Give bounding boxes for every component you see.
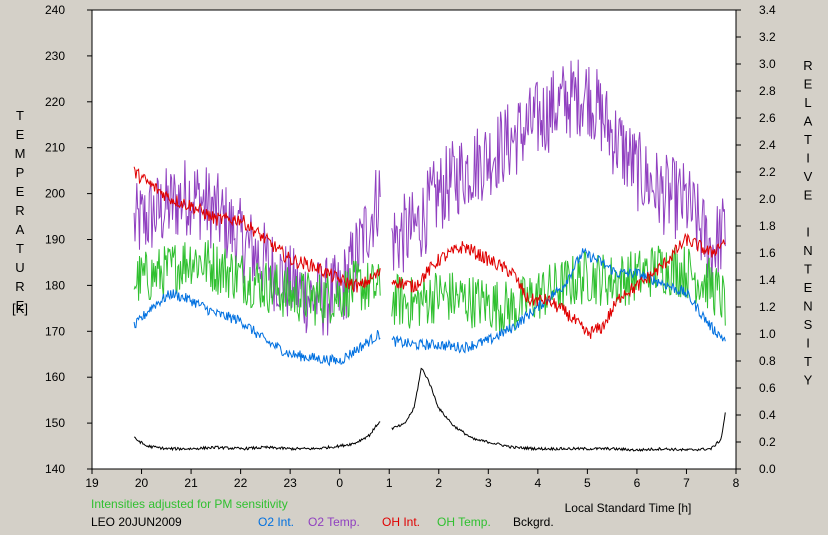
x-tick-label: 21 xyxy=(184,476,198,490)
x-tick-label: 7 xyxy=(683,476,690,490)
axis-title-letter: S xyxy=(804,317,813,332)
axis-title-letter: T xyxy=(804,132,812,147)
series-o2-int-line xyxy=(133,289,381,367)
plot-frame xyxy=(91,9,737,470)
x-tick-label: 0 xyxy=(336,476,343,490)
axis-title-letter: E xyxy=(804,188,813,203)
axis-title-letter: R xyxy=(15,279,24,294)
station-label: LEO 20JUN2009 xyxy=(91,515,182,529)
axis-title-letter: R xyxy=(803,58,812,73)
axis-title-letter: E xyxy=(804,77,813,92)
axis-title-letter: I xyxy=(806,151,810,166)
y-left-tick-label: 150 xyxy=(45,416,65,430)
y-right-tick-label: 2.8 xyxy=(759,84,776,98)
axis-title-letter: E xyxy=(16,184,25,199)
legend-item-oh-int: OH Int. xyxy=(382,515,420,529)
y-left-tick-label: 180 xyxy=(45,278,65,292)
x-tick-label: 3 xyxy=(485,476,492,490)
axis-title-letter: T xyxy=(804,262,812,277)
x-tick-label: 20 xyxy=(135,476,149,490)
y-left-tick-label: 240 xyxy=(45,3,65,17)
series-oh-int-line xyxy=(391,232,726,339)
axis-title-letter: V xyxy=(804,169,813,184)
y-left-tick-label: 210 xyxy=(45,141,65,155)
y-right-tick-label: 0.4 xyxy=(759,408,776,422)
x-tick-label: 19 xyxy=(85,476,99,490)
legend-item-bckgrd: Bckgrd. xyxy=(513,515,554,529)
y-right-tick-label: 3.0 xyxy=(759,57,776,71)
axis-title-letter: I xyxy=(806,336,810,351)
axis-title-letter: Y xyxy=(804,373,813,388)
axes: 19 20 21 22 23 0 1 2 3 4 5 6 7 8140150160170180190200… xyxy=(45,3,776,490)
axis-title-letter: L xyxy=(804,95,811,110)
axis-title-letter: N xyxy=(803,243,812,258)
y-right-tick-label: 2.4 xyxy=(759,138,776,152)
pm-note: Intensities adjusted for PM sensitivity xyxy=(91,497,288,511)
x-tick-label: 8 xyxy=(733,476,740,490)
x-tick-label: 22 xyxy=(234,476,248,490)
axis-title-letter: I xyxy=(806,225,810,240)
y-right-tick-label: 1.2 xyxy=(759,300,776,314)
series-oh-temp-line xyxy=(391,245,726,334)
axis-title-letter: T xyxy=(804,354,812,369)
x-tick-label: 5 xyxy=(584,476,591,490)
axis-title-letter: T xyxy=(16,108,24,123)
axis-title-letter: U xyxy=(15,260,24,275)
legend-item-o2-int: O2 Int. xyxy=(258,515,294,529)
axis-title-letter: M xyxy=(15,146,26,161)
axis-title-letter: E xyxy=(16,127,25,142)
y-right-tick-label: 3.2 xyxy=(759,30,776,44)
y-left-tick-label: 140 xyxy=(45,462,65,476)
y-axis-left-unit: [K] xyxy=(12,301,28,316)
series-o2-temp-line xyxy=(391,59,726,282)
x-tick-label: 6 xyxy=(634,476,641,490)
y-right-tick-label: 2.6 xyxy=(759,111,776,125)
y-left-tick-label: 200 xyxy=(45,187,65,201)
y-left-tick-label: 160 xyxy=(45,370,65,384)
y-right-tick-label: 1.4 xyxy=(759,273,776,287)
legend: O2 Int. O2 Temp. OH Int. OH Temp. Bckgrd. xyxy=(258,515,554,529)
x-axis-label: Local Standard Time [h] xyxy=(565,501,692,515)
axis-title-letter: P xyxy=(16,165,25,180)
y-right-tick-label: 0.0 xyxy=(759,462,776,476)
y-right-tick-label: 1.6 xyxy=(759,246,776,260)
y-right-tick-label: 1.8 xyxy=(759,219,776,233)
y-left-tick-label: 190 xyxy=(45,233,65,247)
axis-title-letter: E xyxy=(804,280,813,295)
series-oh-int-line xyxy=(133,166,381,293)
legend-item-o2-temp: O2 Temp. xyxy=(308,515,360,529)
axis-title-letter: T xyxy=(16,241,24,256)
y-left-tick-label: 230 xyxy=(45,49,65,63)
x-tick-label: 4 xyxy=(535,476,542,490)
y-left-tick-label: 220 xyxy=(45,95,65,109)
series-bckgrd-line xyxy=(391,367,726,452)
series-o2-int-line xyxy=(391,247,726,354)
axis-title-letter: R xyxy=(15,203,24,218)
y-right-tick-label: 0.8 xyxy=(759,354,776,368)
y-right-tick-label: 2.2 xyxy=(759,165,776,179)
x-tick-label: 2 xyxy=(435,476,442,490)
legend-item-oh-temp: OH Temp. xyxy=(437,515,491,529)
x-tick-label: 1 xyxy=(386,476,393,490)
y-right-tick-label: 0.6 xyxy=(759,381,776,395)
y-right-tick-label: 1.0 xyxy=(759,327,776,341)
axis-title-letter: N xyxy=(803,299,812,314)
series-bckgrd-line xyxy=(133,421,381,452)
axis-title-letter: A xyxy=(804,114,813,129)
y-right-tick-label: 3.4 xyxy=(759,3,776,17)
series-oh-temp-line xyxy=(133,240,381,326)
x-tick-label: 23 xyxy=(283,476,297,490)
y-right-tick-label: 0.2 xyxy=(759,435,776,449)
axis-title-letter: E xyxy=(16,298,25,313)
axis-title-letter: A xyxy=(16,222,25,237)
y-right-tick-label: 2.0 xyxy=(759,192,776,206)
y-left-tick-label: 170 xyxy=(45,324,65,338)
series-layer xyxy=(133,59,726,452)
